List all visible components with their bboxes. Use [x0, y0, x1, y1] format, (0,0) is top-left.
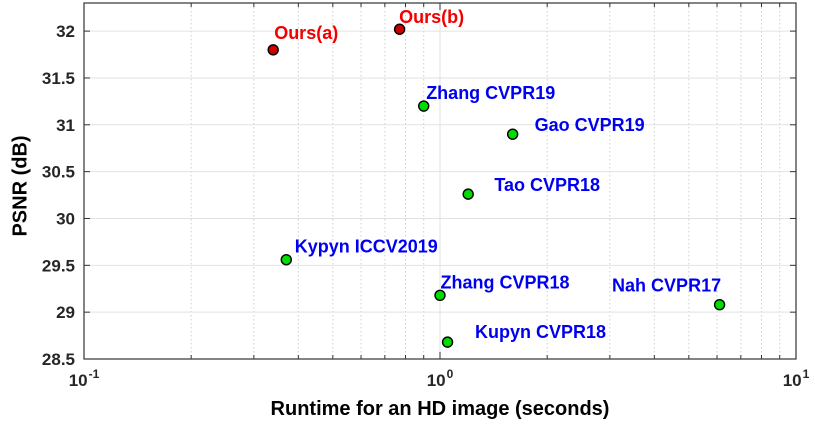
y-tick-label: 29	[56, 303, 75, 322]
y-tick-label: 30.5	[42, 163, 75, 182]
y-tick-label: 32	[56, 22, 75, 41]
data-point-marker	[280, 253, 292, 266]
data-point-marker	[441, 336, 454, 348]
data-point-label: Kupyn CVPR18	[475, 322, 606, 342]
x-axis-title: Runtime for an HD image (seconds)	[270, 398, 610, 420]
data-point-label: Gao CVPR19	[535, 115, 645, 135]
data-point-label: Ours(a)	[274, 23, 338, 43]
data-point-marker	[393, 23, 406, 35]
data-point-label: Zhang CVPR18	[440, 272, 569, 292]
y-tick-label: 30	[56, 209, 75, 228]
data-point-label: Ours(b)	[399, 7, 464, 27]
data-point-marker	[434, 289, 446, 301]
data-point-label: Zhang CVPR19	[426, 83, 555, 103]
axis-box	[83, 2, 797, 360]
x-tick-label: 100	[427, 367, 454, 390]
x-tick-label: 101	[783, 367, 810, 390]
y-tick-label: 31.5	[42, 69, 75, 88]
data-point-label: Nah CVPR17	[612, 276, 721, 296]
data-point-marker	[506, 128, 519, 140]
data-point-marker	[267, 44, 279, 56]
data-point-marker	[713, 298, 726, 311]
data-point-label: Kypyn ICCV2019	[295, 237, 438, 257]
data-point-marker	[418, 100, 430, 112]
y-tick-label: 31	[56, 116, 75, 135]
data-point-label: Tao CVPR18	[494, 175, 600, 195]
y-axis-title: PSNR (dB)	[9, 135, 32, 237]
x-tick-label: 10-1	[69, 367, 100, 390]
data-point-marker	[462, 188, 474, 200]
y-tick-label: 28.5	[42, 350, 75, 369]
y-tick-label: 29.5	[42, 256, 75, 275]
